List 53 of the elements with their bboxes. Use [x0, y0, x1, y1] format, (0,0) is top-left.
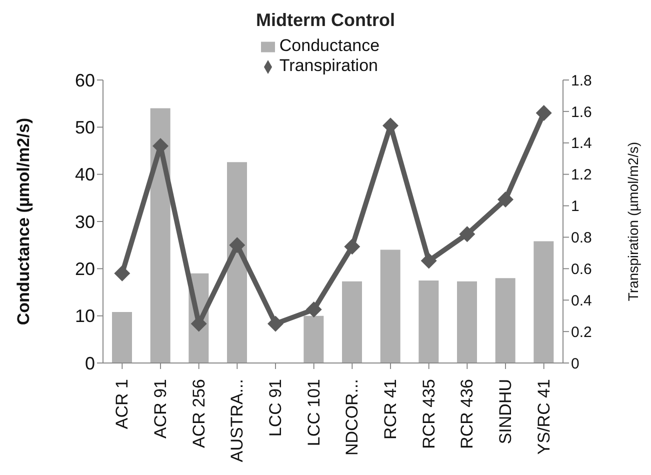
bar	[534, 241, 554, 363]
point	[536, 105, 552, 122]
point	[420, 252, 437, 269]
y-tick-label: 20	[74, 259, 95, 280]
point	[344, 238, 360, 255]
legend-label: Transpiration	[279, 56, 378, 75]
y2-tick-label: 0.4	[571, 292, 592, 310]
x-tick-label: ACR 1	[112, 379, 132, 430]
y2-tick-label: 0.2	[571, 324, 592, 341]
chart-title: Midterm Control	[255, 10, 396, 31]
x-tick-label: ACR 91	[151, 379, 170, 439]
bar	[342, 281, 362, 363]
x-tick-label: AUSTRA...	[228, 379, 247, 462]
bar	[112, 312, 132, 363]
y-tick-label: 0	[84, 353, 95, 374]
x-tick-label: NDCOR...	[342, 379, 362, 456]
x-tick-label: YS/RC 41	[534, 379, 554, 455]
point	[268, 316, 284, 332]
bar	[380, 250, 400, 363]
y2-tick-label: 1.2	[571, 166, 592, 184]
point	[459, 226, 476, 242]
y2-tick-label: 0	[571, 355, 580, 372]
bar	[418, 280, 439, 363]
y2-tick-label: 1.4	[571, 135, 592, 152]
x-tick-label: LCC 101	[304, 379, 324, 446]
y-tick-label: 10	[74, 306, 95, 326]
y-tick-label: 50	[74, 118, 95, 138]
y-tick-label: 30	[74, 212, 95, 232]
bar	[457, 281, 477, 363]
point	[498, 191, 514, 208]
bar	[304, 316, 324, 363]
legend-label: Conductance	[279, 36, 380, 55]
point	[114, 265, 130, 282]
y2-tick-label: 0.8	[571, 230, 592, 247]
x-tick-label: RCR 435	[419, 379, 438, 449]
x-tick-label: ACR 256	[189, 379, 208, 448]
y2-tick-label: 1.6	[571, 104, 592, 121]
point	[229, 237, 246, 254]
y2-tick-label: 1	[571, 198, 580, 216]
point	[306, 302, 322, 318]
x-tick-label: RCR 41	[381, 379, 400, 440]
x-tick-label: SINDHU	[496, 379, 515, 444]
x-tick-label: RCR 436	[458, 379, 477, 449]
y2-tick-label: 0.6	[571, 260, 592, 278]
bar	[150, 108, 170, 363]
y-axis-title: Conductance (µmol/m2/s)	[14, 118, 34, 326]
y2-tick-label: 1.8	[571, 72, 592, 90]
bar	[227, 162, 247, 363]
y2-axis-title: Transpiration (µmol/m2/s)	[624, 142, 641, 302]
y-tick-label: 40	[74, 164, 95, 185]
x-tick-label: LCC 91	[266, 379, 285, 437]
y-tick-label: 60	[74, 70, 95, 90]
bar	[495, 278, 516, 363]
